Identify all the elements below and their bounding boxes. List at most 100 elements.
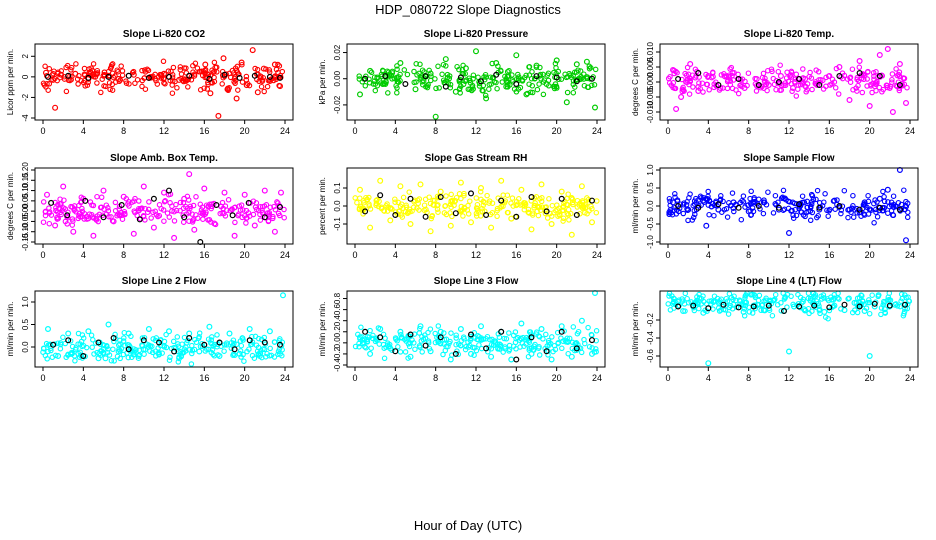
data-point [85, 328, 92, 335]
data-point [60, 183, 67, 190]
cloud-point [875, 292, 882, 298]
cloud-point [481, 74, 487, 80]
y-tick-label: 0.05 [21, 193, 30, 209]
cloud-point [271, 339, 278, 345]
cloud-point [859, 89, 866, 96]
cloud-point [177, 66, 184, 73]
x-tick-label: 16 [199, 126, 209, 136]
cloud-point [581, 336, 587, 343]
black-data-point [588, 75, 595, 82]
cloud-point [404, 71, 411, 78]
data-point [221, 189, 228, 196]
y-tick-label: 0.010 [646, 41, 655, 62]
cloud-point [809, 209, 816, 216]
y-tick-label: 0.5 [646, 182, 655, 194]
cloud-point [841, 187, 848, 194]
cloud-point [384, 201, 390, 207]
cloud-point [494, 207, 500, 214]
x-tick-label: 24 [280, 250, 290, 260]
cloud-point [874, 214, 881, 220]
cloud-point [536, 81, 542, 87]
cloud-point [458, 342, 464, 349]
cloud-point [416, 196, 423, 202]
cloud-point [354, 199, 360, 206]
cloud-point [783, 197, 789, 203]
cloud-point [273, 66, 280, 73]
cloud-point [763, 81, 769, 88]
cloud-point [358, 324, 364, 331]
data-point [233, 95, 240, 102]
cloud-point [125, 354, 132, 361]
cloud-point [569, 196, 576, 203]
cloud-point [110, 346, 116, 353]
cloud-point [769, 68, 775, 75]
cloud-point [539, 195, 545, 201]
data-point [558, 188, 565, 195]
cloud-point [72, 346, 79, 353]
cloud-point [854, 74, 861, 81]
cloud-point [419, 349, 425, 355]
cloud-point [161, 218, 167, 224]
cloud-point [204, 86, 211, 92]
cloud-point [772, 291, 779, 298]
cloud-point [397, 78, 403, 84]
cloud-point [203, 202, 210, 208]
cloud-point [666, 211, 672, 218]
data-point [377, 326, 384, 333]
cloud-point [258, 336, 265, 343]
cloud-point [798, 209, 805, 215]
x-tick-label: 24 [592, 250, 602, 260]
cloud-point [585, 324, 591, 331]
black-data-point [50, 341, 57, 348]
x-tick-label: 4 [81, 373, 86, 383]
cloud-point [565, 350, 571, 357]
cloud-point [793, 93, 800, 99]
cloud-point [832, 206, 838, 212]
data-point [140, 183, 147, 190]
data-point [412, 86, 419, 93]
cloud-point [865, 192, 871, 199]
data-point [241, 191, 248, 198]
cloud-point [211, 59, 218, 66]
cloud-point [772, 296, 778, 302]
cloud-point [506, 348, 512, 354]
x-tick-label: 0 [40, 373, 45, 383]
x-tick-label: 20 [240, 126, 250, 136]
cloud-point [84, 216, 90, 222]
y-tick-label: -2 [21, 93, 30, 101]
cloud-point [112, 79, 119, 85]
data-point [753, 75, 760, 82]
cloud-point [220, 74, 226, 81]
data-point [814, 81, 821, 88]
cloud-point [416, 343, 423, 349]
cloud-point [694, 68, 700, 75]
black-data-point [236, 74, 243, 81]
cloud-point [126, 81, 132, 87]
cloud-point [667, 74, 673, 80]
cloud-point [693, 195, 699, 202]
cloud-point [429, 212, 436, 219]
cloud-point [866, 310, 873, 317]
cloud-point [856, 64, 863, 71]
cloud-point [410, 204, 417, 211]
panel-title: Slope Li-820 Pressure [424, 29, 529, 40]
x-tick-label: 4 [393, 126, 398, 136]
cloud-point [577, 68, 584, 74]
data-point [447, 356, 454, 363]
cloud-point [782, 295, 788, 301]
cloud-point [55, 340, 61, 346]
cloud-point [473, 205, 480, 211]
cloud-point [790, 215, 797, 221]
cloud-point [805, 295, 812, 302]
cloud-point [710, 306, 716, 312]
cloud-point [549, 334, 555, 340]
cloud-point [109, 61, 116, 67]
black-data-point [437, 194, 444, 201]
cloud-point [849, 66, 856, 72]
cloud-point [395, 199, 402, 206]
cloud-point [462, 70, 468, 77]
data-point [229, 67, 236, 74]
cloud-point [550, 348, 556, 355]
x-tick-label: 16 [824, 373, 834, 383]
cloud-point [581, 82, 588, 89]
